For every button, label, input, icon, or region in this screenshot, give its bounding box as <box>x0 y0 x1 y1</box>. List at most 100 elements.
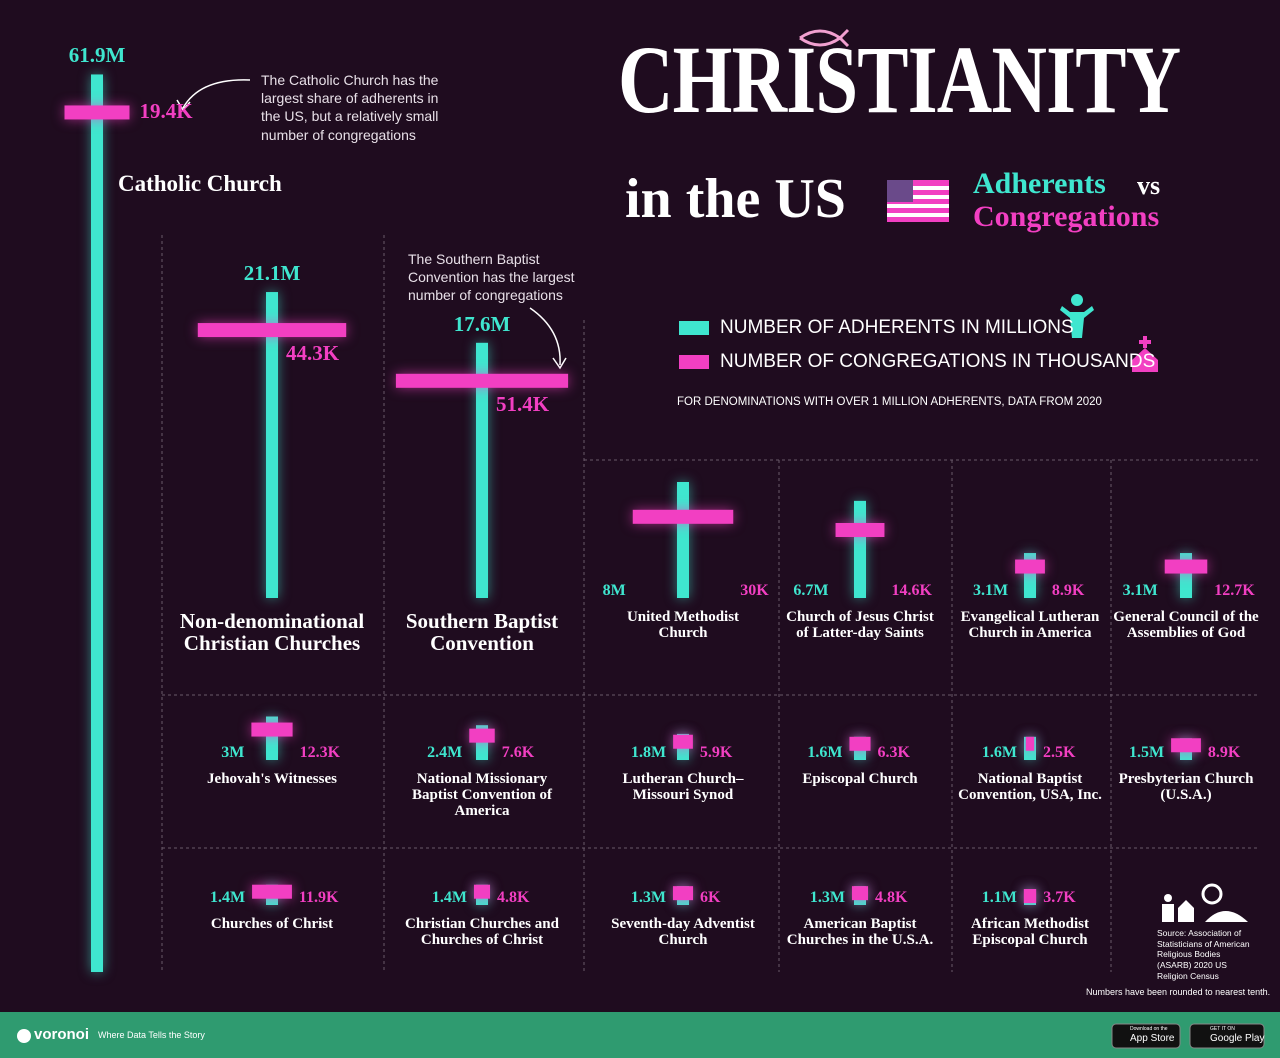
congregations-bar <box>632 509 734 524</box>
us-flag <box>887 180 949 222</box>
congregations-label: 44.3K <box>286 341 340 366</box>
congregations-label: 2.5K <box>1043 744 1076 761</box>
legend-swatch <box>679 355 709 369</box>
denomination-name: National Baptist Convention, USA, Inc. <box>958 771 1102 803</box>
denomination-name: Churches of Christ <box>210 916 334 932</box>
congregations-label: 6.3K <box>877 744 910 761</box>
adherents-label: 6.7M <box>793 582 829 599</box>
congregations-label: 11.9K <box>298 889 339 906</box>
subtitle-adherents: Adherents <box>973 167 1106 200</box>
congregations-bar <box>395 373 569 388</box>
adherents-label: 1.3M <box>809 889 845 906</box>
brand: voronoi <box>34 1026 89 1043</box>
denomination-name: Lutheran Church–Missouri Synod <box>622 771 744 803</box>
denomination-name: Southern Baptist Convention <box>405 609 559 656</box>
adherents-label: 1.4M <box>209 889 246 906</box>
congregations-bar <box>252 884 292 899</box>
denomination-name: Christian Churches and Churches of Chris… <box>405 916 559 948</box>
congregations-bar <box>1023 889 1037 904</box>
adherents-label: 8M <box>602 582 626 599</box>
annotation-arrow <box>529 307 561 366</box>
congregations-label: 4.8K <box>497 889 530 906</box>
denomination-name: Presbyterian Church (U.S.A.) <box>1118 771 1254 803</box>
source: Source: Association of Statisticians of … <box>1157 928 1250 981</box>
annotation: The Southern Baptist Convention has the … <box>408 251 575 304</box>
congregations-bar <box>469 728 495 743</box>
denomination-name: National Missionary Baptist Convention o… <box>411 771 553 819</box>
adherents-bar <box>476 342 488 598</box>
adherents-bar <box>266 292 278 598</box>
denomination-name: Seventh-day Adventist Church <box>611 916 755 948</box>
congregations-bar <box>64 105 130 120</box>
denomination-name: United Methodist Church <box>626 609 740 641</box>
adherents-label: 1.4M <box>431 889 467 906</box>
app-store-badge[interactable] <box>1111 1023 1181 1049</box>
adherents-label: 3M <box>221 744 245 761</box>
adherents-label: 61.9M <box>68 43 126 68</box>
legend-label: NUMBER OF CONGREGATIONS IN THOUSANDS <box>720 351 1156 372</box>
church-icon <box>1132 336 1158 372</box>
annotation-arrow <box>176 99 191 112</box>
badge-text: Google Play <box>1210 1033 1265 1044</box>
adherents-label: 21.1M <box>243 261 301 286</box>
adherents-label: 1.6M <box>981 744 1017 761</box>
congregations-bar <box>1015 559 1045 574</box>
congregations-bar <box>1171 738 1201 753</box>
denomination-name: Church of Jesus Christ of Latter-day Sai… <box>786 609 934 641</box>
brand-logo <box>17 1029 31 1043</box>
congregations-bar <box>672 886 694 901</box>
congregations-label: 14.6K <box>891 582 932 599</box>
adherents-label: 1.1M <box>981 889 1017 906</box>
annotation: The Catholic Church has the largest shar… <box>261 72 439 143</box>
denomination-name: Episcopal Church <box>802 771 918 787</box>
denomination-name: General Council of the Assemblies of God <box>1113 609 1259 641</box>
congregations-label: 30K <box>740 582 769 599</box>
adherents-label: 1.3M <box>630 889 666 906</box>
subtitle-vs: vs <box>1137 171 1161 200</box>
congregations-label: 19.4K <box>139 99 193 124</box>
congregations-bar <box>835 522 885 537</box>
congregations-label: 7.6K <box>501 744 535 761</box>
adherents-label: 1.8M <box>631 744 667 761</box>
adherents-label: 3.1M <box>1122 582 1158 599</box>
legend-swatch <box>679 321 709 335</box>
fish-icon <box>799 28 850 48</box>
congregations-label: 8.9K <box>1051 582 1085 599</box>
adherents-label: 1.5M <box>1128 744 1165 761</box>
adherents-label: 2.4M <box>427 744 463 761</box>
title-line2: in the US <box>625 168 846 230</box>
congregations-bar <box>1164 559 1208 574</box>
badge-text: App Store <box>1130 1033 1175 1044</box>
annotation-arrow <box>552 357 567 370</box>
adherents-label: 1.6M <box>807 744 843 761</box>
footnote: Numbers have been rounded to nearest ten… <box>1086 987 1271 997</box>
adherents-bar <box>91 74 103 972</box>
congregations-bar <box>251 722 293 737</box>
congregations-label: 6K <box>700 889 721 906</box>
adherents-bar <box>677 482 689 598</box>
congregations-bar <box>673 734 693 749</box>
congregations-label: 12.3K <box>299 744 341 761</box>
denomination-name: Jehovah's Witnesses <box>207 771 337 787</box>
congregations-label: 5.9K <box>699 744 733 761</box>
congregations-label: 12.7K <box>1214 582 1255 599</box>
note: FOR DENOMINATIONS WITH OVER 1 MILLION AD… <box>677 396 1102 408</box>
congregations-label: 51.4K <box>496 391 550 416</box>
adherents-label: 3.1M <box>972 582 1009 599</box>
person-icon <box>1060 294 1094 338</box>
google-play-badge[interactable] <box>1189 1023 1265 1049</box>
footer-bar <box>0 1012 1280 1058</box>
legend-label: NUMBER OF ADHERENTS IN MILLIONS <box>720 317 1074 338</box>
adherents-label: 17.6M <box>453 311 511 336</box>
badge-small-text: GET IT ON <box>1210 1026 1235 1032</box>
congregations-bar <box>851 886 869 901</box>
title: CHRISTIANITY <box>618 26 1181 133</box>
denomination-name: Evangelical Lutheran Church in America <box>960 609 1100 641</box>
annotation-arrow <box>182 79 251 109</box>
congregations-bar <box>197 323 347 338</box>
denomination-name: Catholic Church <box>118 171 282 196</box>
badge-small-text: Download on the <box>1130 1026 1168 1032</box>
denomination-name: American Baptist Churches in the U.S.A. <box>786 916 934 948</box>
